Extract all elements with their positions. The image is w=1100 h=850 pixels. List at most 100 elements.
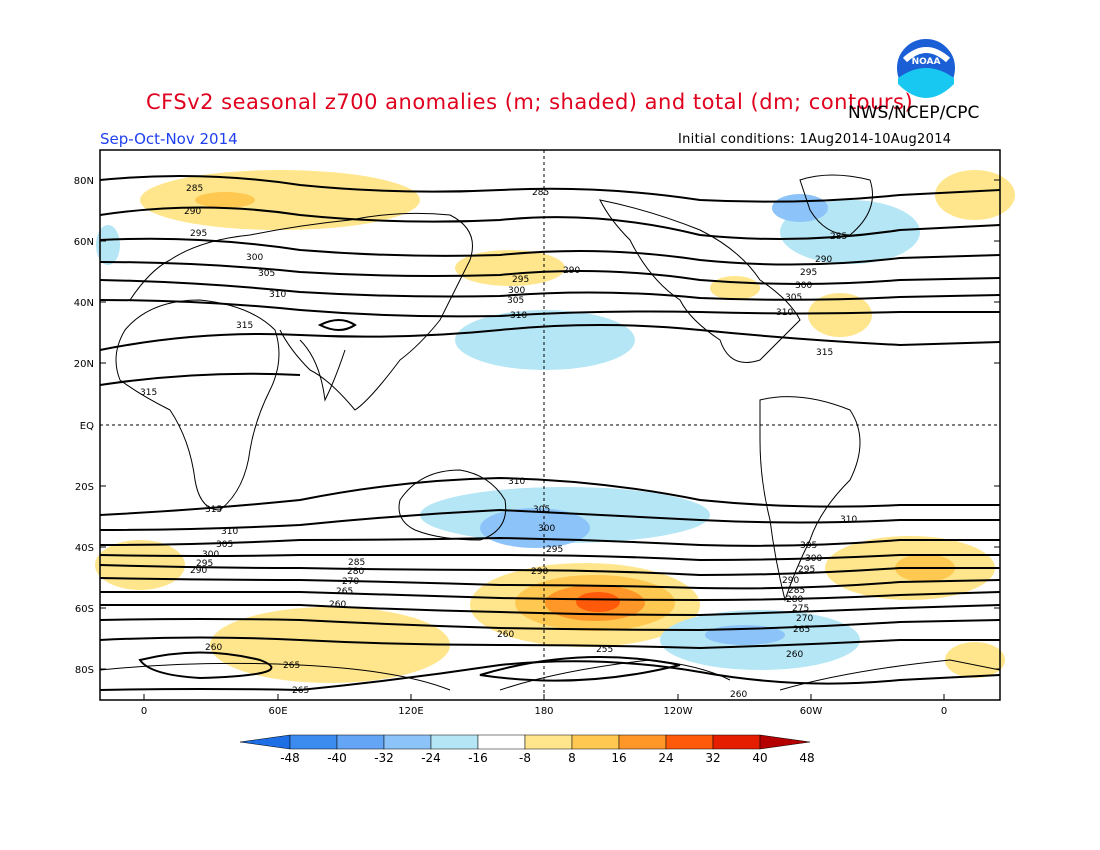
colorbar-label: -40: [327, 751, 347, 765]
contour-label: 260: [329, 600, 346, 610]
colorbar-label: 40: [752, 751, 767, 765]
colorbar: -48 -40 -32 -24 -16 -8 8 16 24 32 40 48: [239, 734, 815, 765]
height-contours: [99, 175, 1001, 692]
colorbar-label: 48: [799, 751, 814, 765]
contour-label: 305: [785, 293, 802, 303]
colorbar-segment: [383, 734, 432, 750]
lon-label: 60E: [268, 706, 287, 717]
lat-label: 40S: [75, 543, 94, 554]
contour-label: 305: [258, 269, 275, 279]
contour-label: 290: [190, 566, 207, 576]
noaa-logo-text: NOAA: [912, 57, 941, 67]
colorbar-segment: [477, 734, 526, 750]
contour-label: 290: [815, 255, 832, 265]
contour-label: 285: [348, 558, 365, 568]
colorbar-label: -8: [519, 751, 531, 765]
contour-label: 260: [786, 650, 803, 660]
contour-label: 310: [269, 290, 286, 300]
map-frame: [99, 149, 1001, 701]
contour-label: 265: [336, 587, 353, 597]
contour-label: 255: [596, 645, 613, 655]
colorbar-arrow-right: [759, 734, 811, 750]
colorbar-label: 32: [705, 751, 720, 765]
contour-label: 300: [795, 281, 812, 291]
contour-label: 285: [788, 586, 805, 596]
contour-label: 260: [205, 643, 222, 653]
contour-label: 295: [196, 559, 213, 569]
latitude-axis: 80N 60N 40N 20N EQ 20S 40S 60S 80S: [74, 176, 1000, 676]
lon-label: 0: [941, 706, 947, 717]
lat-label: 80S: [75, 665, 94, 676]
figure-title: CFSv2 seasonal z700 anomalies (m; shaded…: [146, 90, 914, 114]
contour-label: 295: [512, 275, 529, 285]
colorbar-segment: [289, 734, 338, 750]
contour-label: 285: [186, 184, 203, 194]
colorbar-segment: [571, 734, 620, 750]
contour-label: 315: [205, 505, 222, 515]
contour-label: 285: [830, 232, 847, 242]
contour-label: 300: [202, 550, 219, 560]
lat-label: 80N: [74, 176, 94, 187]
contour-label: 290: [782, 576, 799, 586]
contour-label: 300: [538, 524, 555, 534]
colorbar-segment: [430, 734, 479, 750]
agency-label: NWS/NCEP/CPC: [848, 103, 980, 123]
contour-label: 310: [221, 527, 238, 537]
lat-label: 20S: [75, 482, 94, 493]
contour-label: 295: [800, 268, 817, 278]
contour-label: 305: [533, 505, 550, 515]
initial-conditions-label: Initial conditions: 1Aug2014-10Aug2014: [678, 132, 952, 147]
noaa-logo-icon: NOAA: [895, 37, 957, 99]
lon-label: 60W: [800, 706, 823, 717]
contour-label: 315: [140, 388, 157, 398]
contour-label: 300: [805, 554, 822, 564]
colorbar-label: 24: [658, 751, 673, 765]
contour-label: 305: [507, 296, 524, 306]
contour-label: 305: [800, 541, 817, 551]
contour-label: 280: [347, 567, 364, 577]
contour-label: 310: [508, 477, 525, 487]
colorbar-label: -48: [280, 751, 300, 765]
lat-label: 60N: [74, 237, 94, 248]
contour-label: 295: [190, 229, 207, 239]
contour-label: 270: [342, 577, 359, 587]
contour-label: 270: [796, 614, 813, 624]
lat-label: EQ: [80, 421, 94, 432]
contour-label: 290: [184, 207, 201, 217]
colorbar-label: -16: [468, 751, 488, 765]
lon-label: 120W: [664, 706, 693, 717]
contour-label: 315: [236, 321, 253, 331]
contour-label: 265: [793, 625, 810, 635]
colorbar-segment: [618, 734, 667, 750]
lat-label: 40N: [74, 298, 94, 309]
lat-label: 20N: [74, 359, 94, 370]
contour-label: 265: [292, 686, 309, 696]
colorbar-arrow-left: [239, 734, 291, 750]
lat-label: 60S: [75, 604, 94, 615]
colorbar-label: 8: [568, 751, 576, 765]
colorbar-segment: [336, 734, 385, 750]
contour-label: 295: [798, 565, 815, 575]
contour-label: 310: [840, 515, 857, 525]
contour-label: 280: [786, 595, 803, 605]
colorbar-label: -24: [421, 751, 441, 765]
season-label: Sep-Oct-Nov 2014: [100, 130, 238, 148]
contour-label: 305: [216, 540, 233, 550]
colorbar-segment: [712, 734, 761, 750]
contour-label: 275: [792, 604, 809, 614]
contour-label: 265: [283, 661, 300, 671]
lon-label: 120E: [398, 706, 423, 717]
lon-label: 180: [534, 706, 553, 717]
contour-label: 285: [532, 188, 549, 198]
colorbar-segment: [665, 734, 714, 750]
contour-label: 300: [246, 253, 263, 263]
contour-label: 260: [730, 690, 747, 700]
lon-label: 0: [141, 706, 147, 717]
contour-label: 310: [776, 308, 793, 318]
colorbar-label: -32: [374, 751, 394, 765]
contour-label-layer: 285 290 295 300 305 310 315 315 285 290 …: [140, 184, 857, 700]
contour-label: 310: [510, 311, 527, 321]
contour-label: 300: [508, 286, 525, 296]
